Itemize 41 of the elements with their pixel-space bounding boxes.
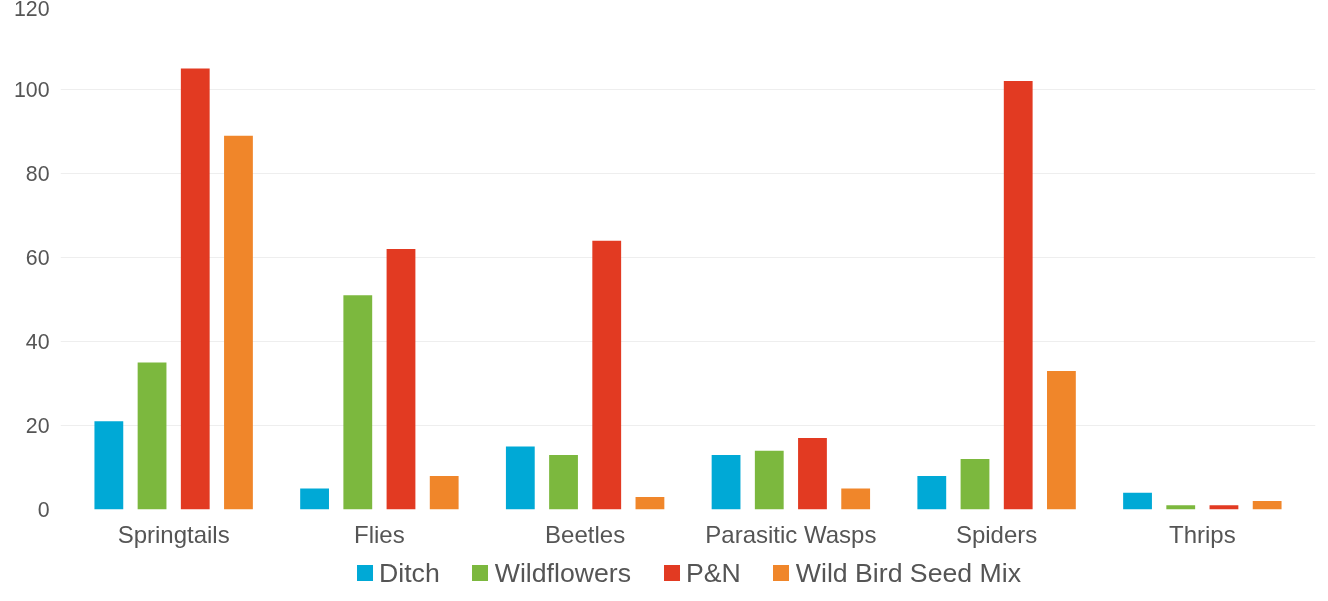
x-tick-label: Thrips [1169, 520, 1236, 548]
x-tick-label: Springtails [117, 520, 230, 548]
bar [917, 475, 947, 510]
bar [711, 454, 741, 510]
y-tick-label: 0 [37, 498, 50, 522]
bar [1047, 370, 1076, 510]
bar [224, 135, 253, 510]
y-tick-label: 60 [25, 246, 50, 270]
x-tick-label: Flies [354, 520, 405, 548]
x-tick-label: Spiders [955, 520, 1038, 548]
bar [754, 450, 784, 510]
y-tick-label: 100 [13, 78, 50, 102]
bar [94, 421, 124, 510]
bar [960, 459, 990, 510]
y-tick-label: 120 [13, 0, 50, 21]
bar [841, 488, 871, 510]
bar [429, 475, 459, 510]
y-tick-label: 80 [25, 162, 50, 186]
x-tick-label: Parasitic Wasps [705, 520, 877, 548]
bar [1123, 492, 1152, 510]
bar [300, 488, 329, 510]
legend-label: Ditch [379, 557, 440, 588]
bar [386, 249, 416, 510]
y-tick-label: 40 [25, 330, 50, 354]
bar [1209, 505, 1239, 510]
bar [592, 240, 622, 510]
bar [635, 496, 665, 510]
legend-label: Wildflowers [494, 557, 632, 588]
bar [798, 438, 827, 510]
bar [343, 295, 373, 510]
y-tick-label: 20 [25, 414, 50, 438]
bar [1252, 501, 1282, 510]
legend-label: Wild Bird Seed Mix [795, 557, 1021, 588]
x-tick-label: Beetles [545, 520, 626, 548]
bar [505, 446, 535, 510]
bar [549, 454, 578, 510]
bar [1166, 505, 1196, 510]
bar [1003, 81, 1033, 510]
bar [180, 68, 210, 510]
legend-label: P&N [686, 557, 741, 588]
bar [137, 362, 167, 510]
